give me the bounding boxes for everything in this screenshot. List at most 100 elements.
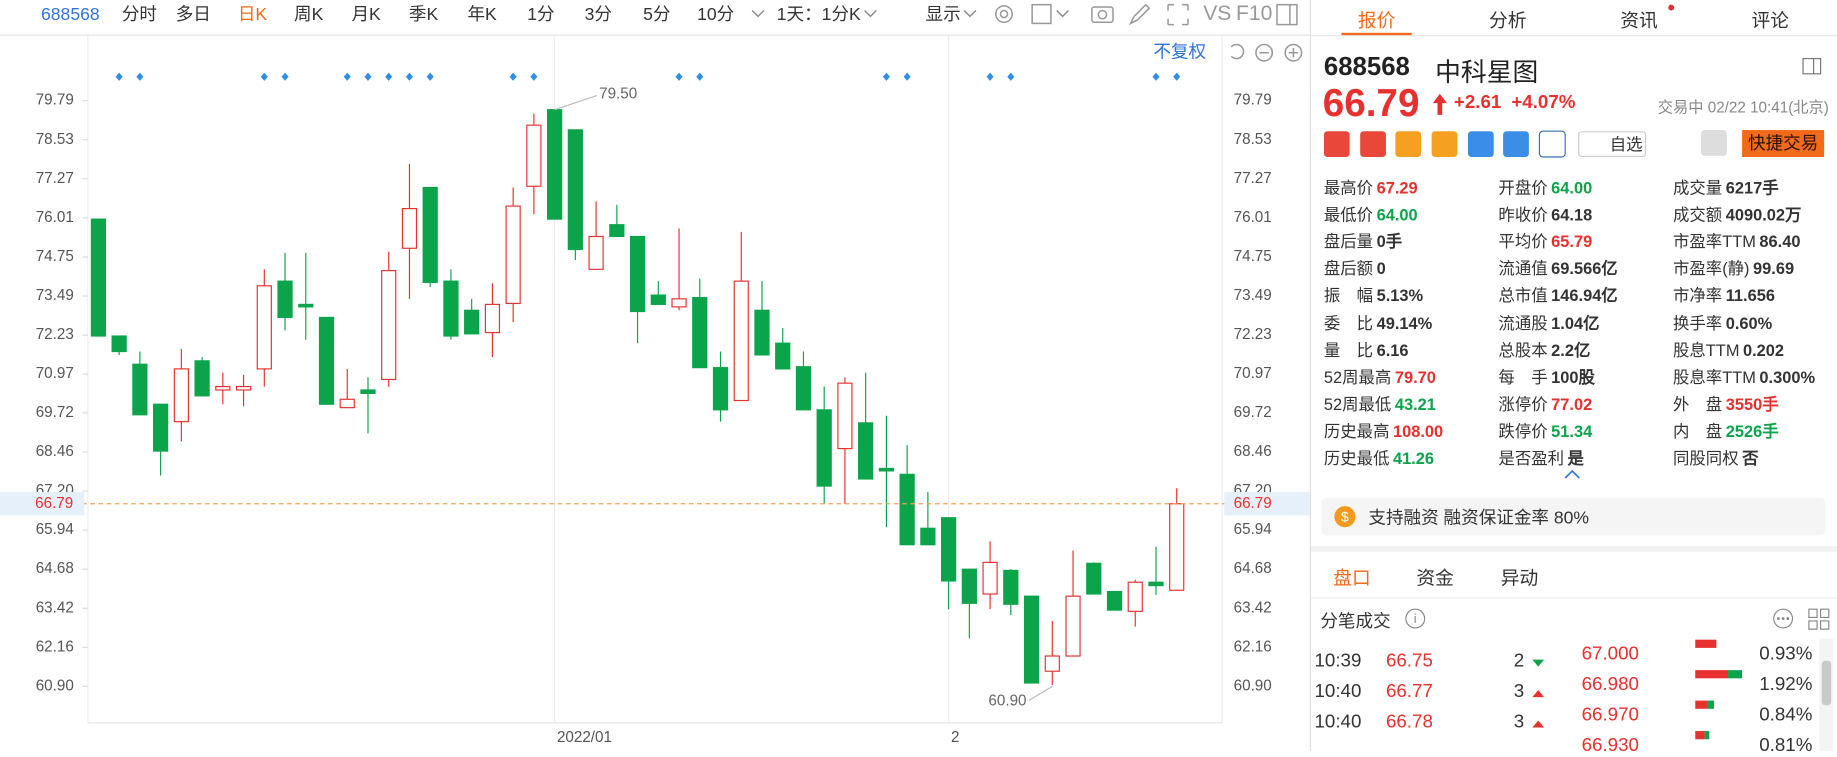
screenshot-icon[interactable] (1091, 6, 1114, 24)
candle-body (920, 527, 936, 546)
period-tab[interactable]: 10分 (697, 4, 735, 25)
icon[interactable] (1467, 131, 1494, 157)
stat-value: 0 (1376, 259, 1386, 279)
stat-label: 成交量 (1672, 178, 1723, 197)
watch-button[interactable]: 自选 (1578, 131, 1647, 157)
adjust-toggle[interactable]: 不复权 (1153, 41, 1206, 61)
stock-code[interactable]: 688568 (41, 4, 100, 25)
stat-label: 开盘价 (1498, 178, 1548, 197)
icon[interactable] (1431, 131, 1458, 157)
y-tick-label: 65.94 (1234, 521, 1273, 538)
candle-body (940, 517, 957, 582)
last-price-box (1224, 492, 1310, 516)
stat-row: 股息TTM 0.202 (1673, 339, 1784, 360)
panel-tab[interactable]: 报价 (1357, 11, 1396, 32)
period-tab[interactable]: 5分 (643, 4, 671, 25)
stat-value: 1.04亿 (1551, 313, 1600, 333)
compare-button[interactable]: VS (1203, 1, 1232, 25)
stat-value: 77.02 (1551, 394, 1593, 414)
settings-icon[interactable] (995, 5, 1013, 24)
y-tick-label: 60.90 (36, 677, 74, 694)
stat-value: 64.18 (1551, 205, 1593, 224)
stat-label: 市盈率(静) (1672, 259, 1750, 279)
y-tick-label: 64.68 (36, 560, 74, 577)
stat-label: 外 盘 (1672, 394, 1723, 414)
event-marker (675, 72, 683, 81)
y-tick-label: 63.42 (36, 599, 74, 616)
icon[interactable] (1360, 131, 1386, 157)
draw-icon[interactable] (1128, 3, 1151, 26)
y-tick-label: 69.72 (1234, 404, 1272, 421)
icon[interactable] (1503, 131, 1529, 157)
overlay-icon[interactable] (1031, 3, 1052, 25)
stat-value: 11.656 (1725, 286, 1775, 306)
svg-text:i: i (1414, 611, 1417, 626)
panel-tab[interactable]: 评论 (1751, 11, 1789, 32)
period-tab[interactable]: 多日 (175, 4, 211, 25)
zoom-in-icon[interactable] (1284, 43, 1303, 62)
period-tab[interactable]: 分时 (121, 4, 158, 25)
price-change: +2.61 (1453, 92, 1502, 113)
up-arrow (1432, 93, 1447, 115)
period-tab[interactable]: 1分 (527, 4, 555, 25)
display-menu[interactable]: 显示 (925, 4, 961, 25)
sub-tab[interactable]: 资金 (1416, 569, 1454, 590)
event-marker (986, 72, 994, 81)
y-tick-label: 68.46 (1234, 443, 1272, 460)
period-tab[interactable]: 周K (294, 4, 324, 25)
y-tick-label: 77.27 (36, 170, 74, 187)
candle-body (1044, 655, 1060, 672)
more-icon[interactable] (1773, 608, 1794, 629)
price-change-pct: +4.07% (1511, 92, 1576, 113)
stat-label: 股息TTM (1672, 340, 1740, 360)
x-tick-label: 2022/01 (557, 729, 612, 746)
panel-tab[interactable]: 分析 (1489, 11, 1527, 32)
icon[interactable] (1323, 131, 1350, 157)
side-panel-icon[interactable] (1276, 3, 1298, 26)
panel-tab-border (1310, 35, 1837, 37)
period-tab[interactable]: 季K (408, 4, 439, 25)
stat-label: 振 幅 (1323, 286, 1374, 306)
stat-row: 是否盈利是 (1498, 448, 1584, 469)
candle-body (1148, 581, 1164, 587)
stat-row: 平均价 65.79 (1498, 231, 1592, 252)
f10-button[interactable]: F10 (1235, 1, 1273, 25)
period-tab[interactable]: 日K (237, 4, 268, 25)
period-tab[interactable]: 年K (467, 4, 497, 25)
sub-tab[interactable]: 盘口 (1333, 569, 1371, 590)
candle-body (381, 270, 397, 381)
fullscreen-icon[interactable] (1167, 3, 1189, 26)
stat-value: 64.00 (1551, 178, 1593, 197)
trade-button[interactable]: 快捷交易 (1742, 130, 1825, 157)
reset-icon[interactable] (1230, 43, 1245, 60)
candle-body (1086, 562, 1102, 595)
stat-label: 市盈率TTM (1672, 232, 1756, 251)
event-marker (1173, 72, 1181, 81)
stat-value: 51.34 (1551, 421, 1593, 441)
candle-body (1065, 595, 1081, 657)
period-tab[interactable]: 月K (351, 4, 381, 25)
stat-row: 最低价 64.00 (1324, 204, 1418, 225)
alert-button[interactable] (1701, 130, 1727, 156)
icon[interactable] (1395, 131, 1422, 157)
info-icon[interactable] (1405, 608, 1426, 629)
candle-body (194, 360, 210, 397)
stat-row: 成交额 4090.02万 (1673, 204, 1801, 225)
panel-tab[interactable]: 资讯 (1620, 11, 1658, 32)
interval-select[interactable]: 1天：1分K (776, 4, 861, 25)
collapse-arrow[interactable] (1563, 469, 1582, 481)
scrollbar-thumb[interactable] (1821, 660, 1832, 706)
period-tab[interactable]: 3分 (584, 4, 612, 25)
menu-icon[interactable] (1802, 56, 1823, 77)
trade-direction (1532, 690, 1545, 698)
y-tick-label: 64.68 (1234, 560, 1272, 577)
y-tick-label: 79.79 (1234, 92, 1272, 109)
zoom-out-icon[interactable] (1255, 43, 1274, 62)
candle-body (90, 218, 107, 337)
candle-body (899, 473, 915, 546)
sub-tab[interactable]: 异动 (1500, 569, 1539, 590)
book-price: 66.970 (1581, 705, 1639, 726)
icon[interactable] (1538, 130, 1566, 158)
layout-icon[interactable] (1808, 608, 1830, 630)
stat-value: 是 (1567, 448, 1584, 468)
